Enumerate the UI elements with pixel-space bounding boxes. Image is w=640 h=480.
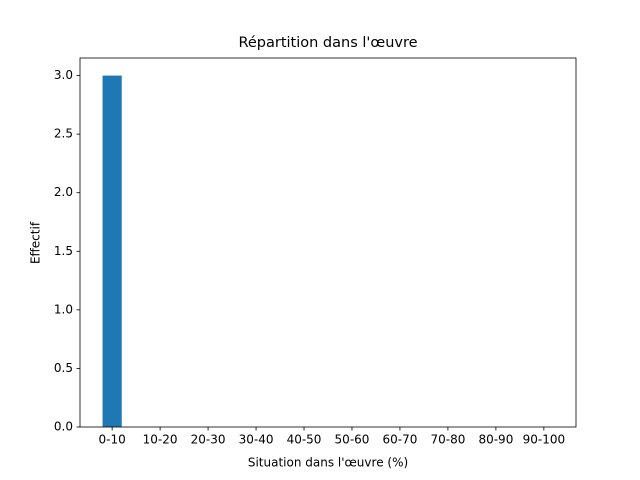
- x-tick-label: 0-10: [99, 433, 126, 447]
- x-tick-label: 60-70: [383, 433, 418, 447]
- y-tick-label: 0.0: [54, 420, 73, 434]
- x-tick-label: 90-100: [523, 433, 566, 447]
- x-axis-label: Situation dans l'œuvre (%): [248, 456, 408, 470]
- y-tick-label: 2.5: [54, 127, 73, 141]
- chart-title: Répartition dans l'œuvre: [238, 35, 417, 51]
- plot-frame: [79, 57, 577, 428]
- y-tick-label: 3.0: [54, 68, 73, 82]
- y-axis-label: Effectif: [29, 221, 43, 264]
- y-tick-label: 2.0: [54, 185, 73, 199]
- x-tick-label: 50-60: [335, 433, 370, 447]
- y-tick-label: 0.5: [54, 361, 73, 375]
- y-tick-label: 1.5: [54, 244, 73, 258]
- x-tick-label: 40-50: [287, 433, 322, 447]
- bar: [102, 75, 122, 428]
- x-tick-label: 80-90: [478, 433, 513, 447]
- x-tick-label: 70-80: [430, 433, 465, 447]
- y-tick-label: 1.0: [54, 302, 73, 316]
- x-tick-label: 20-30: [191, 433, 226, 447]
- x-tick-label: 30-40: [239, 433, 274, 447]
- x-tick-label: 10-20: [143, 433, 178, 447]
